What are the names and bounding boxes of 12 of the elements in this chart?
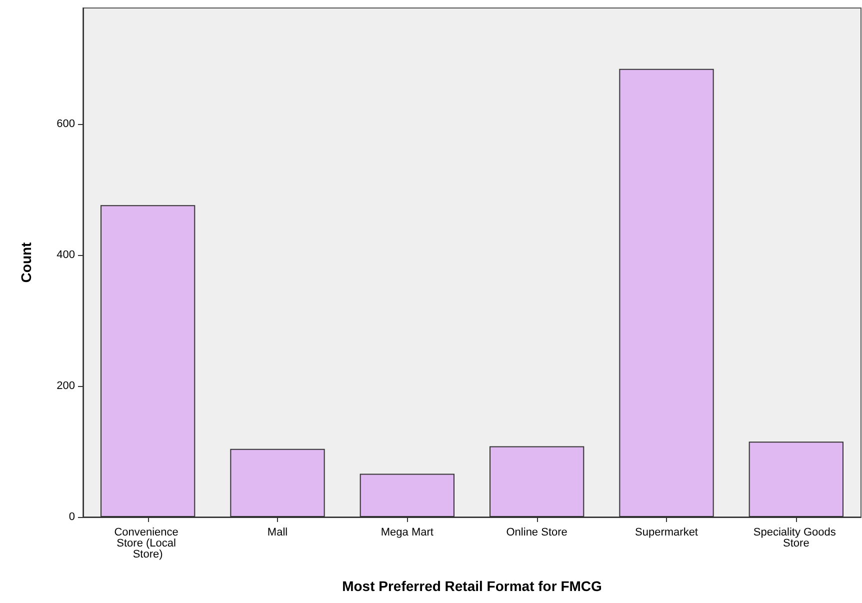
x-tick-label: Supermarket	[635, 526, 698, 538]
x-axis-title: Most Preferred Retail Format for FMCG	[342, 578, 602, 594]
y-tick-label: 400	[56, 248, 75, 261]
x-tick-label: Convenience Store (Local Store)	[114, 526, 182, 560]
x-tick-label: Speciality Goods Store	[753, 526, 839, 550]
y-axis-title: Count	[18, 242, 34, 283]
x-tick-label: Mall	[267, 526, 288, 538]
x-tick-label: Online Store	[506, 526, 568, 538]
x-tick-label: Mega Mart	[380, 526, 434, 538]
y-tick-label: 200	[56, 380, 75, 392]
y-tick-label: 0	[68, 511, 75, 523]
y-tick-label: 600	[56, 118, 75, 130]
